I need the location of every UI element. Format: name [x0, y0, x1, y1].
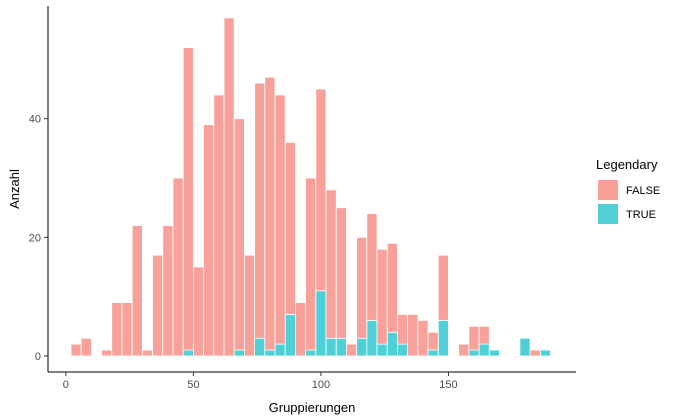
- bar-false-184: [529, 349, 541, 357]
- ticks-layer: 0 50 100 150 0 20 40: [29, 114, 458, 391]
- bar-false-120: [366, 213, 378, 321]
- bar-false-44: [172, 177, 184, 357]
- bar-false-56: [203, 124, 215, 357]
- bar-false-116: [356, 236, 368, 339]
- bar-false-52: [192, 266, 204, 357]
- bar-false-36: [152, 254, 164, 357]
- y-tick-label-0: 0: [35, 351, 41, 363]
- legend: Legendary FALSE TRUE: [596, 157, 660, 224]
- legend-label-false: FALSE: [626, 185, 660, 197]
- bar-false-84: [274, 94, 286, 345]
- bar-true-88: [284, 314, 296, 357]
- bar-true-132: [397, 343, 409, 357]
- bar-true-144: [427, 349, 439, 357]
- bar-true-100: [315, 290, 327, 357]
- x-tick-label-150: 150: [439, 379, 457, 391]
- bar-false-8: [80, 337, 92, 357]
- bar-false-100: [315, 88, 327, 292]
- bar-false-60: [213, 94, 225, 357]
- bar-false-20: [111, 302, 123, 357]
- bar-false-4: [70, 343, 82, 357]
- bar-false-64: [223, 17, 235, 357]
- bar-true-148: [437, 319, 449, 357]
- bar-true-116: [356, 337, 368, 357]
- bar-false-108: [335, 207, 347, 339]
- bar-false-160: [468, 325, 480, 351]
- axes-layer: [47, 6, 576, 373]
- bar-false-88: [284, 142, 296, 315]
- bar-false-48: [182, 47, 194, 351]
- legend-title: Legendary: [596, 157, 658, 172]
- bar-false-92: [295, 302, 307, 357]
- bar-true-76: [254, 337, 266, 357]
- bar-false-144: [427, 331, 439, 351]
- bar-false-96: [305, 177, 317, 351]
- bar-true-120: [366, 319, 378, 357]
- bar-false-124: [376, 248, 388, 345]
- x-tick-label-50: 50: [187, 379, 199, 391]
- bar-true-160: [468, 349, 480, 357]
- bar-false-24: [121, 302, 133, 357]
- x-axis-title: Gruppierungen: [269, 400, 356, 415]
- bar-false-132: [397, 314, 409, 345]
- legend-label-true: TRUE: [626, 209, 656, 221]
- bar-true-68: [233, 349, 245, 357]
- bar-false-136: [407, 314, 419, 357]
- legend-swatch-false: [598, 180, 618, 200]
- bar-true-104: [325, 337, 337, 357]
- y-tick-label-20: 20: [29, 232, 41, 244]
- x-tick-label-100: 100: [312, 379, 330, 391]
- bar-false-104: [325, 189, 337, 339]
- bar-true-180: [519, 337, 531, 357]
- x-tick-label-0: 0: [63, 379, 69, 391]
- bar-true-128: [386, 331, 398, 357]
- bar-false-28: [131, 225, 143, 357]
- bar-false-40: [162, 225, 174, 357]
- bar-true-164: [478, 343, 490, 357]
- bar-true-188: [539, 349, 551, 357]
- bar-true-48: [182, 349, 194, 357]
- bar-true-168: [488, 349, 500, 357]
- bar-false-16: [101, 349, 113, 357]
- bar-true-124: [376, 343, 388, 357]
- bar-true-96: [305, 349, 317, 357]
- y-axis-title: Anzahl: [7, 169, 22, 209]
- bar-false-112: [346, 343, 358, 357]
- bar-false-76: [254, 82, 266, 339]
- bar-true-84: [274, 343, 286, 357]
- legend-swatch-true: [598, 204, 618, 224]
- bar-false-148: [437, 254, 449, 321]
- bars-layer: [70, 17, 551, 357]
- bar-false-72: [244, 254, 256, 357]
- bar-true-108: [335, 337, 347, 357]
- bar-false-68: [233, 118, 245, 351]
- bar-false-164: [478, 325, 490, 345]
- bar-false-140: [417, 319, 429, 357]
- bar-false-80: [264, 76, 276, 351]
- bar-false-156: [458, 343, 470, 357]
- bar-false-128: [386, 242, 398, 333]
- bar-false-32: [141, 349, 153, 357]
- bar-true-80: [264, 349, 276, 357]
- y-tick-label-40: 40: [29, 114, 41, 126]
